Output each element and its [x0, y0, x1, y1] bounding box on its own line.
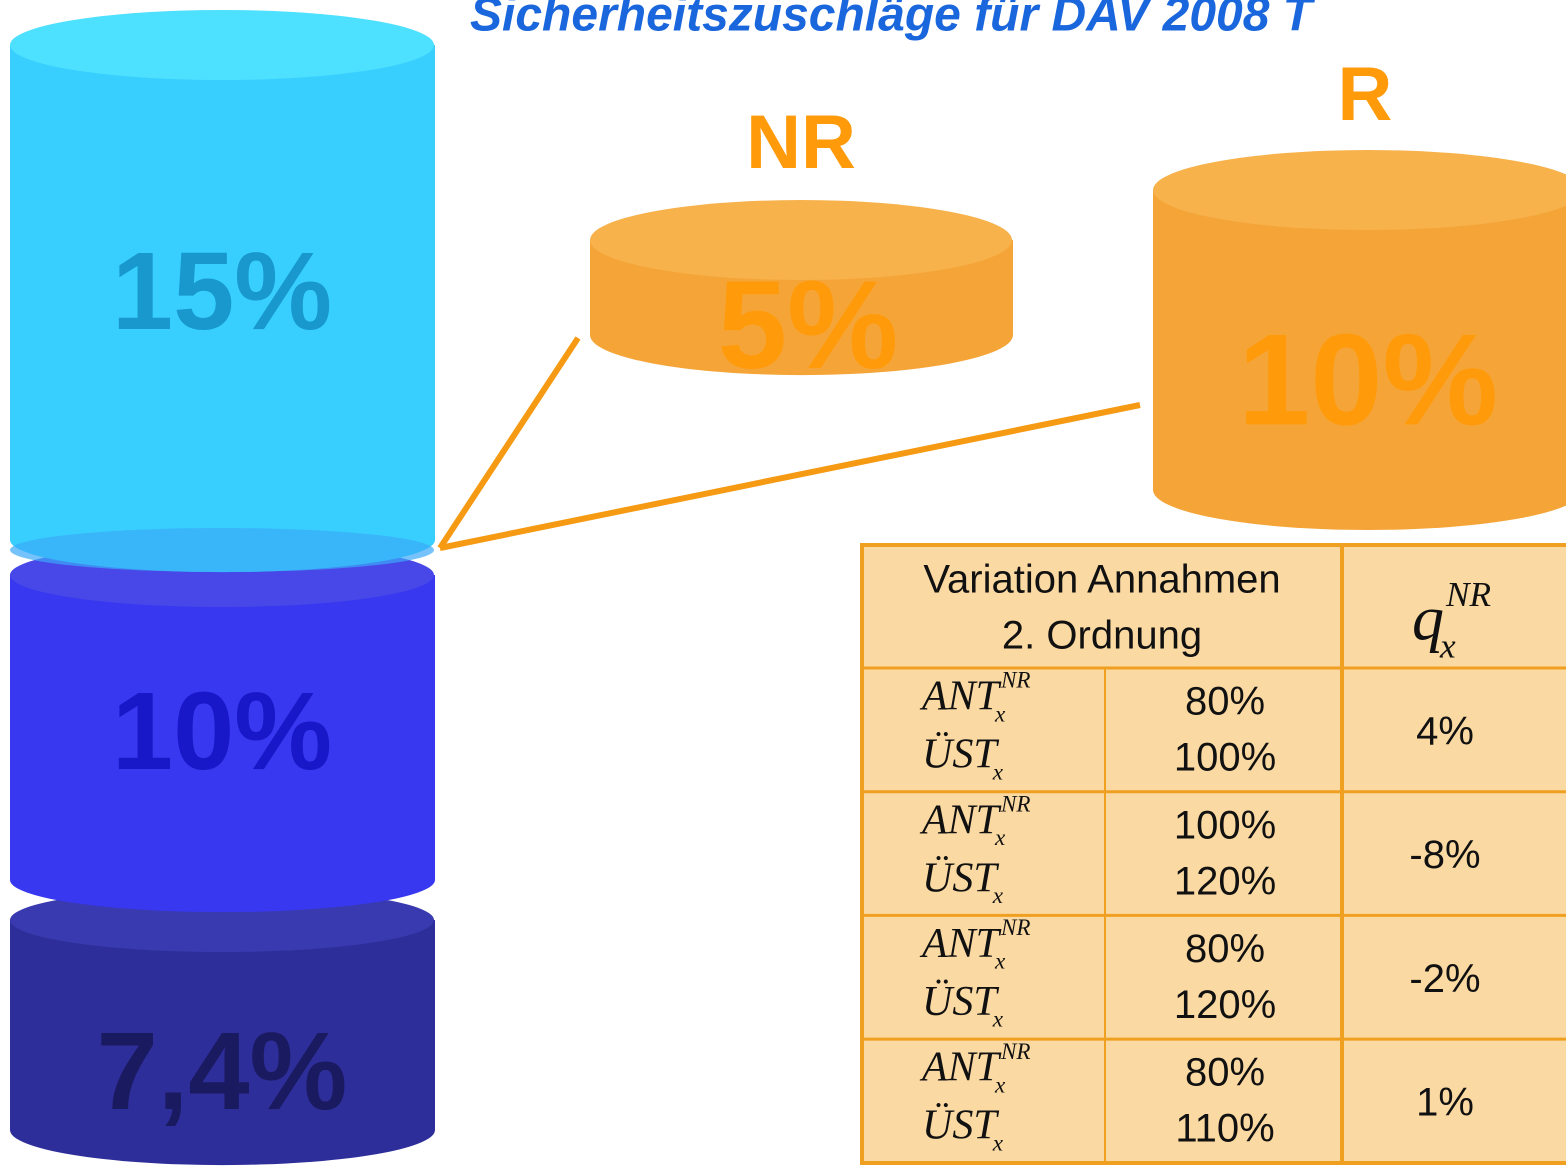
symbol-sub: x [994, 700, 1006, 726]
symbol-sup: NR [1000, 667, 1031, 693]
split-name: R [1338, 52, 1393, 137]
slide: Sicherheitszuschläge für DAV 2008 T 15% … [0, 0, 1566, 1166]
symbol-sup: NR [1000, 914, 1031, 940]
symbol-sub: x [992, 1006, 1004, 1032]
split-label: 10% [1238, 306, 1498, 452]
table-result: 4% [1416, 709, 1474, 753]
symbol-sub: x [994, 824, 1006, 850]
symbol-sup: NR [1445, 575, 1491, 614]
symbol-sub: x [1439, 626, 1456, 665]
title: Sicherheitszuschläge für DAV 2008 T [470, 0, 1316, 42]
table-header: 2. Ordnung [1002, 614, 1202, 658]
table-value: 120% [1174, 859, 1276, 903]
split-name: NR [746, 100, 856, 185]
stack-label: 10% [112, 670, 332, 793]
split-label: 5% [718, 256, 899, 395]
symbol-sup: NR [1000, 1038, 1031, 1064]
table-value: 80% [1185, 1051, 1265, 1095]
cylinder-top [1153, 150, 1566, 230]
table-value: 80% [1185, 927, 1265, 971]
cylinder-top [10, 10, 434, 80]
table-result: -2% [1409, 957, 1480, 1001]
stack: 15% 10% 7,4% [10, 10, 435, 1165]
table-value: 100% [1174, 736, 1276, 780]
symbol-base: ANT [919, 797, 1002, 843]
table-value: 80% [1185, 680, 1265, 724]
symbol-base: ÜST [922, 855, 999, 901]
cylinder-join [10, 528, 434, 572]
table-value: 120% [1174, 983, 1276, 1027]
table-result: -8% [1409, 833, 1480, 877]
symbol-sup: NR [1000, 790, 1031, 816]
symbol-sub: x [994, 948, 1006, 974]
symbol-base: ÜST [922, 732, 999, 778]
symbol-sub: x [992, 1129, 1004, 1155]
symbol-base: ANT [919, 921, 1002, 967]
symbol-sub: x [994, 1071, 1006, 1097]
split-nr: NR 5% [590, 100, 1013, 395]
symbol-base: ANT [919, 1045, 1002, 1091]
table-header: Variation Annahmen [923, 558, 1280, 602]
symbol-sub: x [992, 758, 1004, 784]
connector [440, 338, 578, 548]
symbol-sub: x [992, 882, 1004, 908]
stack-label: 7,4% [97, 1010, 348, 1133]
table-value: 110% [1175, 1107, 1274, 1151]
table-value: 100% [1174, 803, 1276, 847]
symbol-base: ÜST [922, 979, 999, 1025]
connector [440, 405, 1140, 548]
symbol-base: ANT [919, 674, 1002, 720]
stack-label: 15% [112, 230, 332, 353]
table-result: 1% [1416, 1081, 1474, 1125]
split-r: R 10% [1153, 52, 1566, 530]
symbol-base: ÜST [922, 1103, 999, 1149]
